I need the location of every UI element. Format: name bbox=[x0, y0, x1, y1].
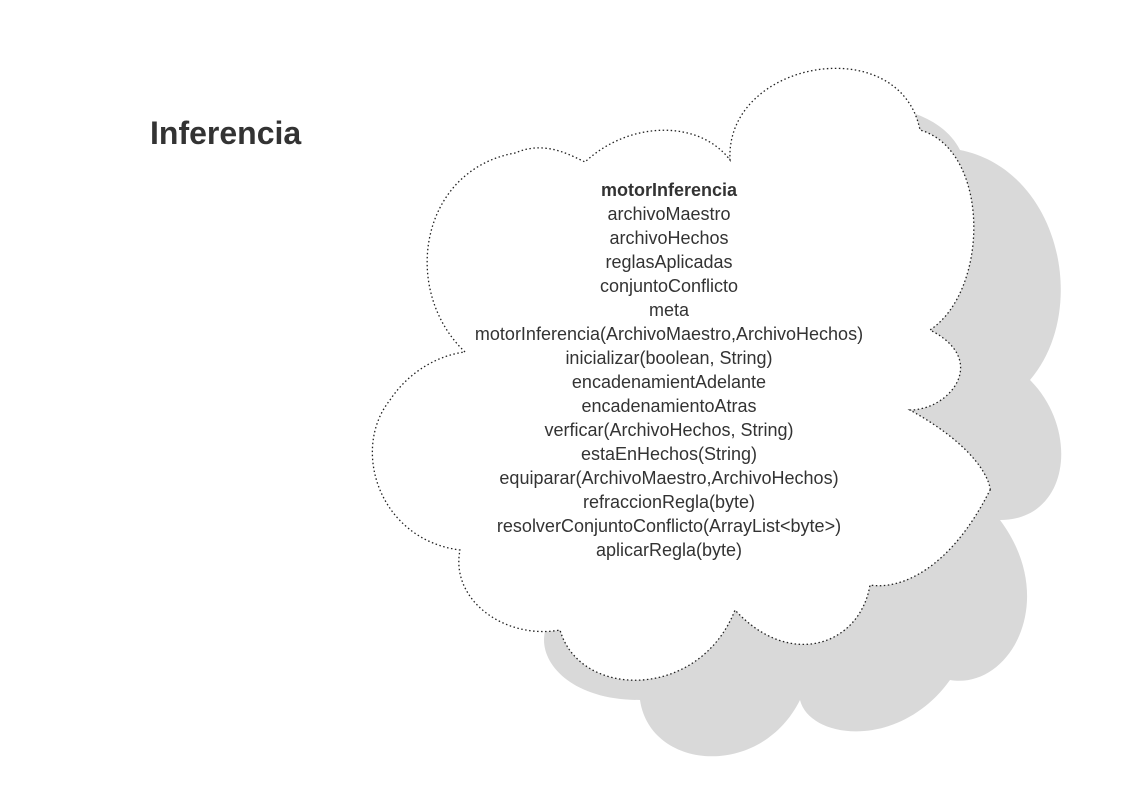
attribute: meta bbox=[648, 300, 690, 320]
method: motorInferencia(ArchivoMaestro,ArchivoHe… bbox=[474, 324, 864, 344]
method: inicializar(boolean, String) bbox=[565, 348, 773, 368]
method: resolverConjuntoConflicto(ArrayList<byte… bbox=[496, 516, 842, 536]
method: aplicarRegla(byte) bbox=[595, 540, 743, 560]
cloud-outline bbox=[371, 67, 991, 681]
class-box: motorInferencia archivoMaestro archivoHe… bbox=[420, 178, 918, 562]
attribute: archivoHechos bbox=[609, 228, 729, 248]
attribute: archivoMaestro bbox=[607, 204, 731, 224]
method: refraccionRegla(byte) bbox=[582, 492, 756, 512]
attribute: conjuntoConflicto bbox=[599, 276, 739, 296]
method: encadenamientoAtras bbox=[581, 396, 757, 416]
page-title: Inferencia bbox=[150, 115, 302, 151]
method: encadenamientAdelante bbox=[571, 372, 767, 392]
attribute: reglasAplicadas bbox=[605, 252, 733, 272]
class-name: motorInferencia bbox=[600, 180, 738, 200]
method: equiparar(ArchivoMaestro,ArchivoHechos) bbox=[499, 468, 839, 488]
method: verficar(ArchivoHechos, String) bbox=[544, 420, 794, 440]
method: estaEnHechos(String) bbox=[580, 444, 758, 464]
